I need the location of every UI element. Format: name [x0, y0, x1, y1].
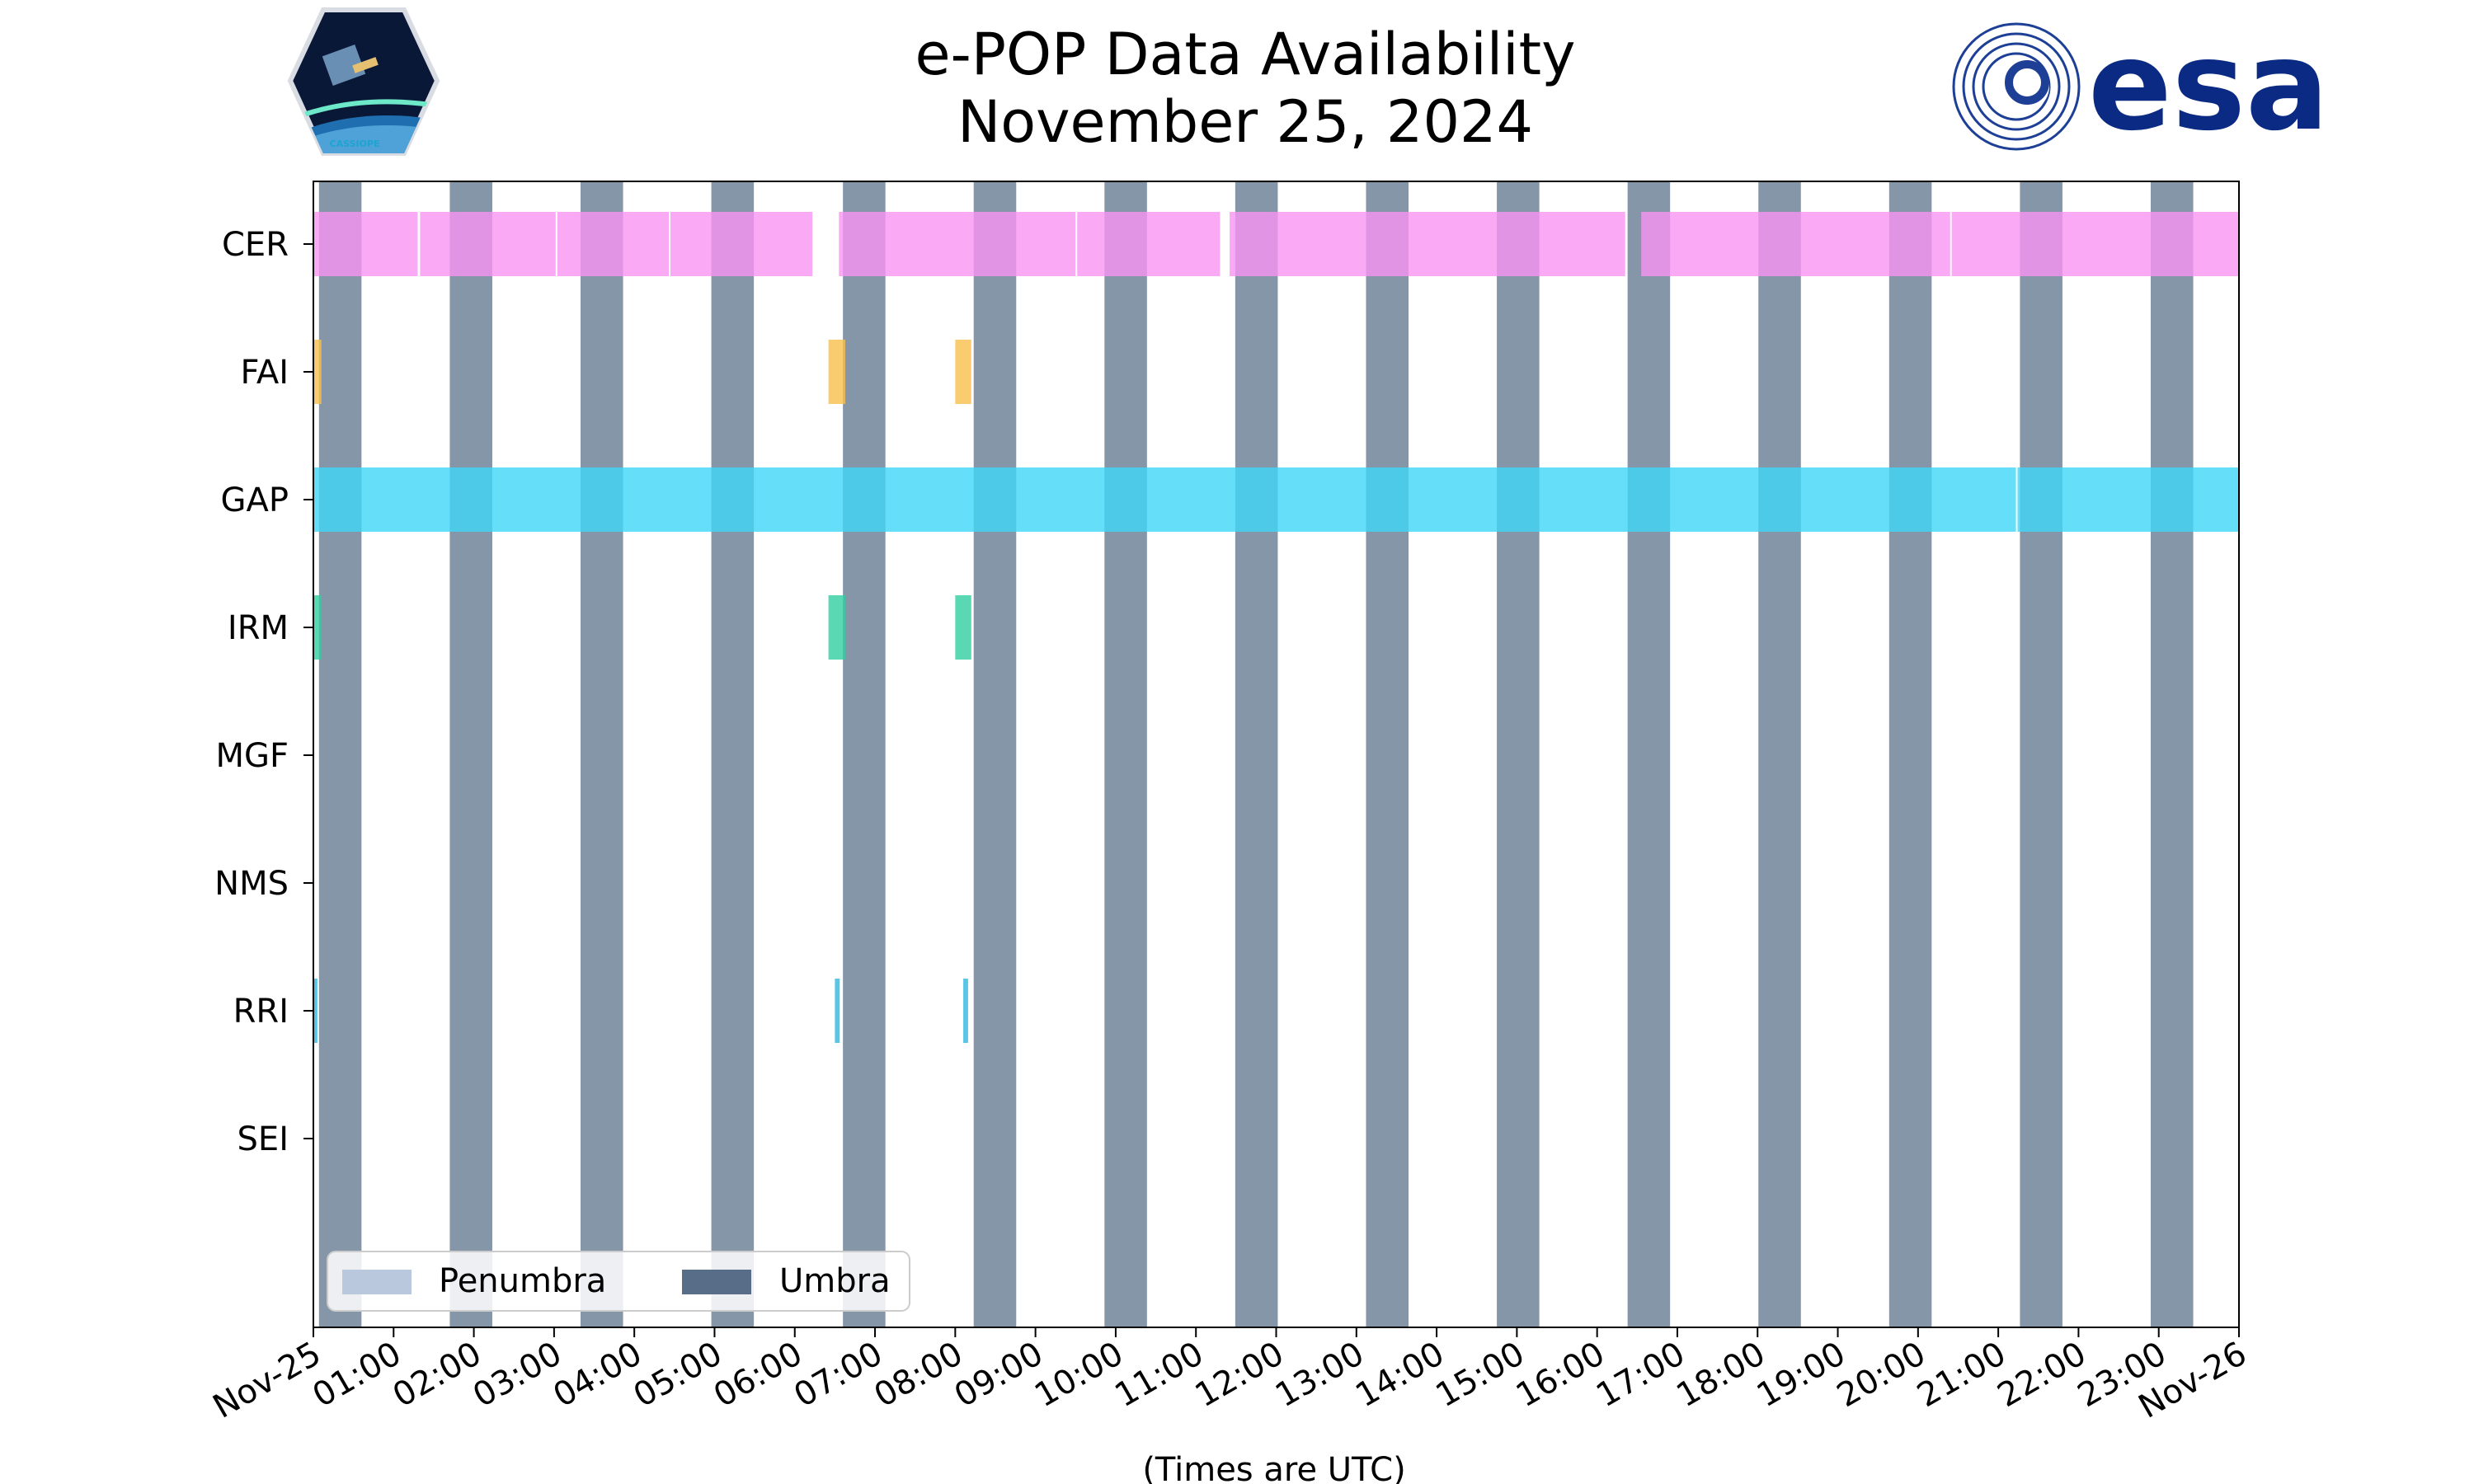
umbra-band-1: [318, 181, 362, 1327]
legend: Penumbra Umbra: [327, 1251, 910, 1312]
x-tick-label: 02:00: [387, 1335, 488, 1415]
umbra-band-11: [1627, 181, 1671, 1327]
umbra-band-5: [843, 181, 886, 1327]
cer-bar-4: [670, 212, 813, 276]
umbra-band-3: [580, 181, 623, 1327]
irm-bar-3: [955, 595, 971, 660]
series-layer: [313, 212, 2239, 1043]
cer-bar-3: [557, 212, 670, 276]
x-tick-label: 11:00: [1108, 1335, 1210, 1415]
x-tick-label: 06:00: [708, 1335, 809, 1415]
legend-umbra-label: Umbra: [779, 1262, 891, 1300]
gap-bar-1: [313, 467, 2016, 532]
umbra-band-15: [2150, 181, 2194, 1327]
umbra-band-13: [1888, 181, 1932, 1327]
cer-bar-7: [1230, 212, 1625, 276]
esa-logo-text: esa: [2088, 15, 2329, 158]
umbra-band-2: [449, 181, 492, 1327]
fai-bar-1: [313, 340, 322, 404]
y-label-sei: SEI: [238, 1120, 289, 1158]
x-tick-label: 08:00: [868, 1335, 969, 1415]
umbra-band-4: [711, 181, 755, 1327]
x-tick-label: 04:00: [547, 1335, 648, 1415]
irm-bar-1: [313, 595, 322, 660]
fai-bar-3: [955, 340, 971, 404]
x-tick-label: 12:00: [1189, 1335, 1291, 1415]
esa-logo: esa: [1952, 15, 2329, 158]
umbra-band-8: [1235, 181, 1278, 1327]
fai-bar-2: [828, 340, 846, 404]
umbra-layer: [318, 181, 2194, 1327]
y-label-rri: RRI: [233, 993, 289, 1031]
umbra-band-6: [973, 181, 1017, 1327]
cer-bar-1: [313, 212, 418, 276]
x-tick-label: 10:00: [1028, 1335, 1130, 1415]
x-axis-label: (Times are UTC): [1142, 1451, 1405, 1484]
y-label-gap: GAP: [221, 481, 289, 519]
x-axis: Nov-2501:0002:0003:0004:0005:0006:0007:0…: [207, 1327, 2253, 1426]
cer-bar-5: [839, 212, 1076, 276]
x-tick-label: 17:00: [1590, 1335, 1691, 1415]
umbra-band-10: [1497, 181, 1540, 1327]
x-tick-label: 21:00: [1911, 1335, 2012, 1415]
y-axis: CER FAI GAP IRM MGF NMS RRI SEI: [214, 226, 313, 1158]
cassiope-logo-text: CASSIOPE: [330, 139, 380, 149]
x-tick-label: 01:00: [306, 1335, 407, 1415]
cer-bar-2: [420, 212, 556, 276]
y-label-irm: IRM: [228, 609, 289, 647]
cer-bar-8: [1641, 212, 1950, 276]
rri-bar-3: [963, 979, 968, 1043]
legend-penumbra-swatch: [342, 1270, 412, 1294]
legend-box: [327, 1251, 910, 1312]
chart-subtitle: November 25, 2024: [957, 88, 1533, 156]
y-label-cer: CER: [222, 226, 289, 264]
irm-bar-2: [828, 595, 846, 660]
x-tick-label: 16:00: [1510, 1335, 1611, 1415]
x-tick-label: 20:00: [1831, 1335, 1932, 1415]
x-tick-label: 13:00: [1269, 1335, 1371, 1415]
chart-title: e-POP Data Availability: [915, 21, 1575, 88]
cer-bar-6: [1077, 212, 1221, 276]
x-tick-label: 14:00: [1349, 1335, 1451, 1415]
rri-bar-2: [835, 979, 840, 1043]
x-tick-label: 03:00: [467, 1335, 568, 1415]
umbra-band-14: [2020, 181, 2062, 1327]
y-label-nms: NMS: [214, 865, 289, 903]
x-tick-label: 18:00: [1670, 1335, 1771, 1415]
x-tick-label: 07:00: [788, 1335, 889, 1415]
rri-bar-1: [313, 979, 317, 1043]
legend-penumbra-label: Penumbra: [439, 1262, 606, 1300]
x-tick-label: 05:00: [628, 1335, 729, 1415]
x-tick-label: 19:00: [1751, 1335, 1852, 1415]
cer-bar-9: [1951, 212, 2239, 276]
legend-umbra-swatch: [682, 1270, 751, 1294]
y-label-fai: FAI: [241, 354, 289, 392]
umbra-band-7: [1104, 181, 1147, 1327]
x-tick-label: 22:00: [1992, 1335, 2093, 1415]
gap-bar-2: [2017, 467, 2239, 532]
y-label-mgf: MGF: [215, 737, 289, 775]
x-tick-label: 15:00: [1430, 1335, 1531, 1415]
umbra-band-12: [1758, 181, 1801, 1327]
umbra-band-9: [1366, 181, 1409, 1327]
x-tick-label: 09:00: [948, 1335, 1050, 1415]
